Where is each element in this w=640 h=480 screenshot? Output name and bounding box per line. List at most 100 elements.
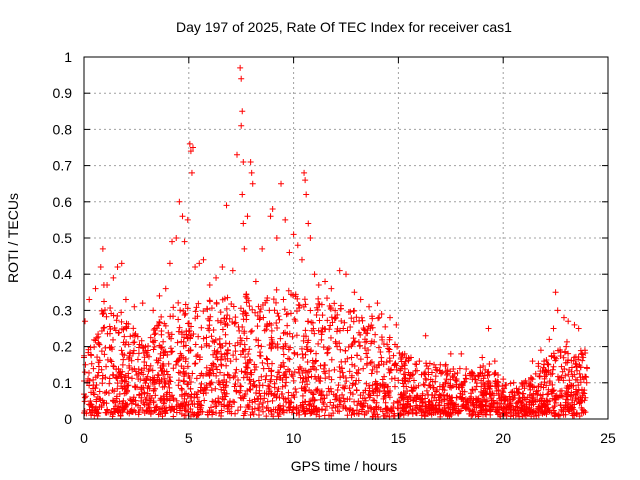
data-point <box>223 305 230 312</box>
data-point <box>238 337 245 344</box>
data-point <box>476 373 483 380</box>
data-point <box>539 404 546 411</box>
data-point <box>340 395 347 402</box>
data-point <box>385 345 392 352</box>
data-point <box>90 376 97 383</box>
data-point <box>372 331 379 338</box>
data-point <box>491 371 498 378</box>
data-point <box>313 366 320 373</box>
data-point <box>222 340 229 347</box>
data-point <box>181 311 188 318</box>
data-point <box>332 307 339 314</box>
data-point <box>415 382 422 389</box>
data-point <box>253 336 260 343</box>
outlier-point <box>206 282 213 289</box>
data-point <box>185 381 192 388</box>
data-point <box>434 367 441 374</box>
data-point <box>250 378 257 385</box>
data-point <box>579 351 586 358</box>
y-tick-label: 0.8 <box>53 121 73 137</box>
data-point <box>185 373 192 380</box>
data-point <box>94 406 101 413</box>
data-point <box>127 396 134 403</box>
data-point <box>495 379 502 386</box>
data-point <box>118 347 125 354</box>
data-point <box>571 354 578 361</box>
outlier-point <box>173 235 180 241</box>
data-point <box>255 342 262 349</box>
data-point <box>340 325 347 332</box>
data-point <box>240 316 247 323</box>
data-point <box>187 347 194 354</box>
data-point <box>180 378 187 385</box>
data-point <box>117 409 124 416</box>
data-point <box>151 331 158 338</box>
data-point <box>463 365 470 372</box>
data-point <box>482 391 489 398</box>
data-point <box>390 400 397 407</box>
data-point <box>114 312 121 319</box>
data-point <box>423 363 430 370</box>
data-point <box>432 373 439 380</box>
data-point <box>357 342 364 349</box>
data-point <box>361 345 368 352</box>
data-point <box>327 399 334 406</box>
data-point <box>295 366 302 373</box>
outlier-point <box>552 289 559 296</box>
data-point <box>565 371 572 378</box>
outlier-point <box>571 321 578 328</box>
data-point <box>398 352 405 359</box>
outlier-point <box>229 267 236 274</box>
outlier-point <box>302 177 309 184</box>
data-point <box>192 315 199 322</box>
data-point <box>219 379 226 386</box>
data-point <box>469 387 476 394</box>
data-point <box>152 330 159 337</box>
data-point <box>355 339 362 346</box>
data-point <box>157 395 164 402</box>
data-point <box>293 332 300 339</box>
data-point <box>88 360 95 367</box>
data-point <box>218 412 225 419</box>
outlier-point <box>219 263 226 270</box>
data-point <box>192 341 199 348</box>
data-point <box>182 358 189 365</box>
data-point <box>118 309 125 316</box>
data-point <box>375 315 382 322</box>
data-point <box>153 357 160 364</box>
data-point <box>205 325 212 332</box>
data-point <box>322 362 329 369</box>
data-point <box>178 329 185 336</box>
data-point <box>481 381 488 388</box>
data-point <box>175 299 182 306</box>
data-point <box>486 406 493 413</box>
data-point <box>101 298 108 305</box>
data-point <box>384 383 391 390</box>
data-point <box>446 411 453 418</box>
data-point <box>328 314 335 321</box>
data-point <box>222 331 229 338</box>
data-point <box>233 356 240 363</box>
data-point <box>453 383 460 390</box>
data-point <box>302 301 309 308</box>
data-point <box>495 372 502 379</box>
data-point <box>263 355 270 362</box>
data-point <box>413 398 420 405</box>
data-point <box>515 395 522 402</box>
data-point <box>383 412 390 419</box>
data-point <box>198 380 205 387</box>
data-point <box>101 390 108 397</box>
data-point <box>144 390 151 397</box>
data-point <box>232 381 239 388</box>
data-point <box>232 319 239 326</box>
data-point <box>543 368 550 375</box>
data-point <box>407 371 414 378</box>
data-point <box>400 371 407 378</box>
data-point <box>337 398 344 405</box>
data-point <box>188 397 195 404</box>
outlier-point <box>259 245 266 252</box>
data-point <box>477 364 484 371</box>
data-point <box>96 395 103 402</box>
data-point <box>552 399 559 406</box>
outlier-point <box>500 376 507 383</box>
